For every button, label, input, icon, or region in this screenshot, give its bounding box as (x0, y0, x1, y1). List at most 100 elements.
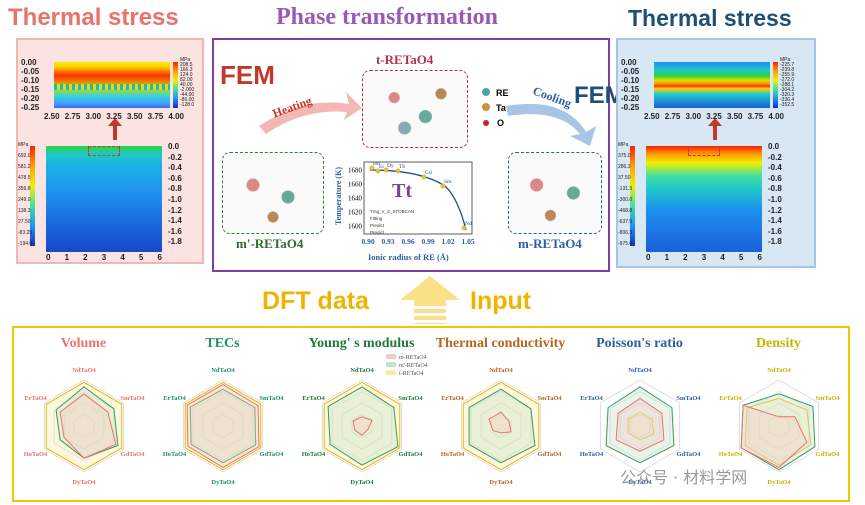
tt-symbol: Tt (392, 180, 412, 202)
tt-ytick: 1640 (348, 195, 363, 203)
radar-grid (73, 414, 95, 438)
dft-data-label: DFT data (262, 287, 369, 315)
radar-axis-label: ErTaO4 (302, 395, 325, 402)
radar-axis-label: NdTaO4 (628, 367, 652, 374)
radar-chart-1: TECs NdTaO4 SmTaO4 GdTaO4 DyTaO4 HoTaO4 ErTaO4 (153, 328, 292, 500)
radar-series-mprime (605, 386, 675, 464)
top-colorbar-labels: MPa 208.5 166.3 124.0 82.00 40.00 -2.000 -44.00… (180, 57, 195, 108)
radar-grid (192, 391, 254, 461)
radar-series-mprime (468, 388, 536, 464)
m-phase-label: m-RETaO4 (518, 236, 582, 251)
right-top-yticks: 0.00 -0.05 -0.10 -0.15 -0.20 -0.25 (621, 58, 640, 112)
zoom-arrow-head (108, 118, 122, 126)
radar-axis-label: SmTaO4 (120, 395, 145, 402)
right-zoom-region (688, 146, 720, 156)
right-bottom-yticks: 0.0 -0.2 -0.4 -0.6 -0.8 -1.0 -1.2 -1.4 -1.6 -1.8 (768, 142, 782, 247)
radar-grid (202, 402, 244, 450)
radar-row: Volume NdTaO4 SmTaO4 GdTaO4 DyTaO4 HoTaO4 ErTa… (14, 328, 848, 500)
radar-axis-label: GdTaO4 (399, 451, 424, 458)
radar-svg: NdTaO4 SmTaO4 GdTaO4 DyTaO4 HoTaO4 ErTaO4 (719, 367, 841, 486)
tt-point-label: Er (379, 164, 384, 170)
radar-series-m (740, 404, 808, 469)
phase-panel: FEM Heating t-RETaO4 RE Ta O Cooling m'-… (212, 38, 610, 272)
tt-point-label: Gd (425, 170, 432, 176)
radar-title: TECs (205, 336, 240, 351)
radar-grid (599, 379, 681, 473)
right-thermal-panel: 0.00 -0.05 -0.10 -0.15 -0.20 -0.25 2.50 2.75 3.… (616, 38, 816, 268)
radar-series-m (615, 397, 665, 452)
tt-point (383, 167, 389, 173)
radar-series-m (488, 411, 512, 434)
radar-grid (341, 402, 383, 450)
watermark: 公众号 · 材料学网 (620, 468, 748, 487)
left-top-xticks: 2.50 2.75 3.00 3.25 3.50 3.75 4.00 (44, 112, 184, 121)
right-top-colorbar-labels: MPa -225.7 -239.8 -255.9 -272.0 -288.1 -304.2-… (780, 57, 795, 108)
radar-chart-0: Volume NdTaO4 SmTaO4 GdTaO4 DyTaO4 HoTaO4 ErTa… (14, 328, 153, 500)
radar-axis-label: ErTaO4 (719, 395, 742, 402)
t-phase-structure (362, 70, 468, 148)
tt-ytick: 1680 (348, 167, 363, 175)
radar-title: Poisson's ratio (596, 336, 683, 351)
right-top-contour (654, 62, 770, 108)
input-up-arrow (400, 276, 460, 324)
tt-legend: Tmg_V_S_STOBCAN Fitting Predict Predict (370, 209, 415, 235)
radar-axis-label: NdTaO4 (72, 367, 96, 374)
radar-series-t (744, 397, 812, 466)
m-prime-label: m'-RETaO4 (236, 236, 304, 251)
radar-axis-label: DyTaO4 (489, 479, 513, 486)
radar-axis-label: NdTaO4 (489, 367, 513, 374)
radar-series-m (352, 416, 373, 436)
tt-xtick: 0.90 (361, 237, 374, 246)
legend-swatch-mprime (386, 362, 396, 367)
left-bottom-yticks: 0.0 -0.2 -0.4 -0.6 -0.8 -1.0 -1.2 -1.4 -1.6 -1.8 (168, 142, 182, 247)
radar-axis-label: DyTaO4 (72, 479, 96, 486)
radar-axis-label: DyTaO4 (767, 479, 791, 486)
tt-xlabel: Ionic radius of RE (Å) (368, 252, 449, 262)
tt-point (369, 165, 375, 171)
radar-series-t (323, 381, 401, 471)
tt-point (421, 174, 427, 180)
tt-point (395, 168, 401, 174)
m-prime-structure (222, 152, 324, 234)
radar-axis-label: SmTaO4 (676, 395, 701, 402)
radar-axis-label: ErTaO4 (580, 395, 603, 402)
radar-svg: NdTaO4 SmTaO4 GdTaO4 DyTaO4 HoTaO4 ErTaO4 (163, 367, 285, 486)
atom-legend: RE Ta O (482, 86, 509, 131)
right-title: Thermal stress (628, 5, 792, 31)
tt-ytick: 1660 (348, 181, 363, 189)
radar-title: Density (755, 336, 802, 351)
tt-xtick: 1.02 (441, 237, 454, 246)
radar-axis-label: GdTaO4 (816, 451, 841, 458)
radar-grid (43, 379, 125, 473)
radar-axis-label: SmTaO4 (259, 395, 284, 402)
radar-series-mprime (327, 386, 399, 466)
radar-axis-label: NdTaO4 (767, 367, 791, 374)
radar-svg: NdTaO4 SmTaO4 GdTaO4 DyTaO4 HoTaO4 ErTaO4 (441, 367, 563, 486)
ta-atom-icon (482, 103, 490, 111)
radar-title: Young' s modulus (308, 336, 415, 351)
radar-axis-label: NdTaO4 (211, 367, 235, 374)
tt-point-label: Sm (444, 179, 452, 185)
right-bottom-colorbar-labels: MPa 375.0 286.3 37.50 -131.3 -300.0 -468.8 -637… (618, 142, 633, 247)
re-atom-icon (482, 88, 490, 96)
radar-axis-label: HoTaO4 (24, 451, 48, 458)
radar-grid (768, 414, 790, 438)
tt-point (375, 168, 381, 174)
radar-grid (460, 379, 542, 473)
radar-grid (63, 402, 105, 450)
fem-label-left: FEM (220, 60, 275, 90)
radar-grid (321, 379, 403, 473)
zoom-region (88, 146, 120, 156)
radar-grid (619, 402, 661, 450)
radar-chart-2: Young' s modulus NdTaO4 SmTaO4 GdTaO4 DyTaO4… (292, 328, 431, 500)
radar-axis-label: HoTaO4 (719, 451, 743, 458)
tt-xtick: 0.99 (421, 237, 434, 246)
radar-series-m (59, 393, 117, 459)
radar-grid (758, 402, 800, 450)
radar-axis-label: SmTaO4 (398, 395, 423, 402)
radar-series-t (627, 411, 655, 441)
radar-axis-label: HoTaO4 (441, 451, 465, 458)
bottom-colorbar-labels: MPa 692.0 581.2 478.5 359.8 249.0 138.3 27.50 -8… (18, 142, 33, 247)
tt-ytick: 1600 (348, 223, 363, 231)
